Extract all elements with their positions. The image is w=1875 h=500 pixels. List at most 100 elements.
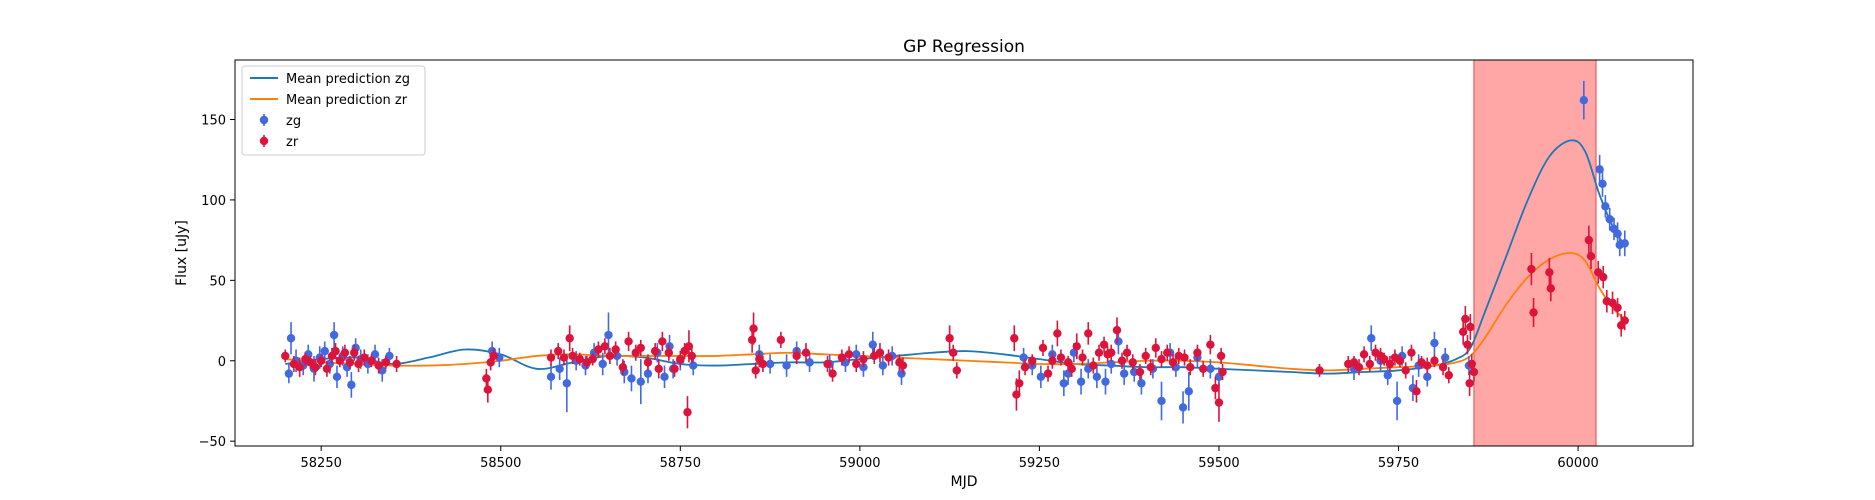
data-point-zr [758, 355, 768, 373]
data-point-zr [360, 349, 369, 366]
data-point-zg [627, 365, 636, 392]
data-point-zr [1545, 257, 1554, 287]
data-point-zg [1092, 365, 1102, 389]
data-point-zr [1214, 383, 1224, 422]
data-point-zr [1599, 265, 1608, 289]
data-point-zr [852, 355, 861, 373]
data-point-zr [952, 362, 962, 379]
y-tick-label: 0 [218, 355, 226, 370]
data-point-zr [664, 344, 674, 361]
data-point-zr [483, 376, 493, 403]
data-point-zg [1383, 365, 1392, 385]
data-point-zr [654, 359, 663, 379]
data-point-zg [1101, 368, 1110, 395]
data-point-zr [859, 351, 868, 368]
data-point-zr [1078, 349, 1087, 366]
data-point-zr [1141, 347, 1150, 364]
data-point-zr [1128, 354, 1137, 371]
data-point-zr [1469, 362, 1479, 382]
x-tick-label: 59000 [839, 456, 880, 471]
data-point-zr [1198, 360, 1208, 377]
data-point-zg [546, 363, 556, 390]
plot-frame [234, 59, 1694, 447]
data-point-zr [1193, 344, 1202, 361]
data-point-zr [354, 355, 363, 373]
y-tick-label: 100 [201, 194, 226, 209]
data-point-zr [1186, 359, 1195, 376]
data-point-zr [1613, 298, 1622, 318]
data-point-zr [1015, 370, 1024, 397]
data-point-zr [643, 354, 653, 371]
legend-box [241, 65, 426, 156]
data-point-zr [792, 347, 801, 364]
data-point-zr [670, 360, 679, 377]
data-point-zg [636, 359, 645, 405]
data-point-zr [335, 354, 345, 368]
data-point-zg [284, 363, 294, 384]
legend-label-zr-line: Mean prediction zr [286, 93, 408, 108]
x-tick-label: 58500 [480, 456, 521, 471]
data-point-zr [751, 362, 760, 379]
data-point-zg [1579, 80, 1589, 120]
data-point-zr [1385, 355, 1395, 373]
data-point-zr [1444, 367, 1454, 384]
data-point-zr [1099, 336, 1109, 353]
data-point-zr [489, 347, 498, 364]
data-point-zr [367, 354, 376, 368]
x-tick-label: 60000 [1557, 456, 1598, 471]
data-point-zg [1059, 370, 1069, 397]
data-point-zg [555, 357, 564, 381]
data-point-zr [1048, 352, 1057, 369]
data-point-zg [329, 322, 339, 348]
data-point-zr [1089, 357, 1098, 374]
legend-label-zr-points: zr [286, 135, 299, 150]
data-point-zr [1586, 243, 1596, 270]
data-point-zr [687, 347, 696, 364]
y-tick-label: 150 [201, 114, 226, 129]
data-point-zr [611, 341, 620, 358]
y-axis-ticks: −50 0 50 100 150 [199, 114, 235, 450]
data-point-zr [949, 344, 958, 361]
data-point-zr [636, 339, 645, 356]
data-point-zr [311, 359, 320, 376]
prediction-lines-layer [285, 139, 1626, 375]
data-point-zr [281, 349, 290, 363]
data-point-zr [568, 347, 577, 364]
data-point-zr [605, 347, 615, 364]
data-point-zr [588, 352, 597, 366]
data-point-zr [594, 341, 603, 358]
legend-label-zg-line: Mean prediction zg [286, 72, 410, 87]
data-point-zg [765, 354, 775, 374]
data-point-zg [1178, 391, 1188, 424]
data-point-zr [1053, 320, 1062, 347]
data-point-zr [1112, 317, 1122, 344]
data-point-zg [1076, 368, 1086, 395]
data-point-zr [823, 355, 832, 373]
data-point-zr [749, 312, 758, 345]
data-point-zr [1117, 352, 1127, 369]
data-point-zr [884, 349, 893, 366]
data-point-zr [1359, 346, 1369, 363]
data-point-zr [1423, 357, 1432, 374]
data-point-zg [1206, 359, 1215, 379]
data-point-zr [345, 355, 355, 369]
data-point-zg [562, 354, 572, 413]
data-point-zg [332, 365, 342, 389]
data-point-zr [1412, 380, 1421, 403]
legend-swatch-zg-points [259, 114, 269, 126]
data-point-zr [837, 349, 847, 366]
data-point-zg [805, 352, 814, 373]
data-point-zr [340, 344, 350, 361]
data-point-zr [1157, 351, 1166, 368]
data-point-zg [1157, 381, 1166, 421]
data-point-zr [1151, 338, 1160, 358]
data-point-zr [295, 357, 304, 377]
data-point-zr [1430, 354, 1439, 368]
data-point-zr [1122, 344, 1132, 361]
data-point-zr [1315, 363, 1324, 377]
mean-prediction-line-zr [285, 252, 1626, 372]
data-point-zr [1395, 354, 1405, 368]
data-point-zr [1084, 322, 1093, 345]
data-point-zr [316, 354, 326, 368]
data-point-zr [1365, 355, 1374, 373]
